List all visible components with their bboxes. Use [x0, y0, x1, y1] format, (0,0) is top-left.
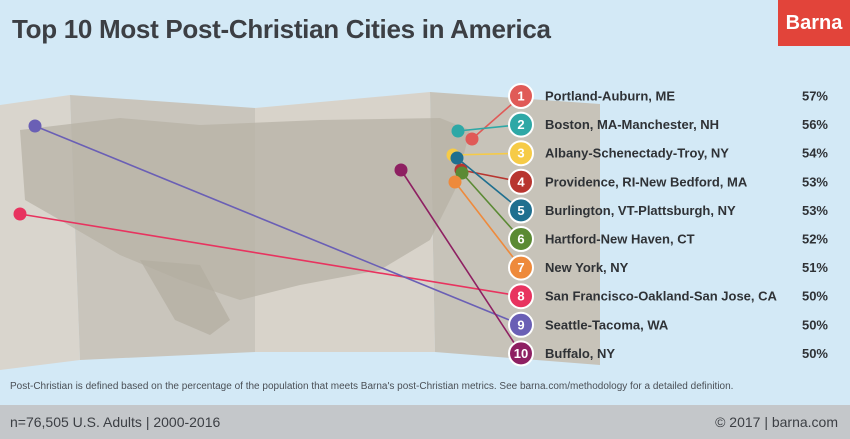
rank-number: 3	[517, 146, 524, 161]
rank-badge	[508, 111, 534, 138]
rank-number: 6	[517, 232, 524, 247]
rank-row: 2 Boston, MA-Manchester, NH 56%	[508, 111, 828, 138]
rank-number: 8	[517, 289, 524, 304]
rank-badge	[508, 83, 534, 109]
connector-line	[454, 181, 522, 269]
rank-row: 8 San Francisco-Oakland-San Jose, CA 50%	[508, 283, 828, 310]
city-label: Burlington, VT-Plattsburgh, NY	[545, 203, 736, 218]
rank-number: 9	[517, 317, 524, 332]
rank-number: 2	[517, 117, 524, 132]
rank-badge	[508, 340, 534, 367]
city-dot	[465, 132, 479, 146]
rank-row: 10 Buffalo, NY 50%	[508, 340, 828, 367]
ranking-list: 1 Portland-Auburn, ME 57% 2 Boston, MA-Manch…	[508, 83, 828, 367]
percent-label: 54%	[802, 146, 828, 161]
percent-label: 57%	[802, 89, 828, 104]
connector-lines	[19, 95, 522, 354]
percent-label: 56%	[802, 117, 828, 132]
city-dot	[450, 151, 464, 165]
city-dot	[448, 175, 462, 189]
city-dot	[394, 163, 408, 177]
city-dot	[28, 119, 42, 133]
rank-number: 10	[514, 346, 528, 361]
city-label: Albany-Schenectady-Troy, NY	[545, 146, 729, 161]
city-dots	[13, 119, 479, 221]
percent-label: 52%	[802, 232, 828, 247]
connector-line	[34, 125, 522, 326]
rank-row: 3 Albany-Schenectady-Troy, NY 54%	[508, 140, 828, 167]
rank-row: 1 Portland-Auburn, ME 57%	[508, 83, 828, 109]
rank-badge	[508, 140, 534, 167]
rank-number: 1	[517, 89, 524, 104]
city-label: Seattle-Tacoma, WA	[545, 317, 669, 332]
city-label: New York, NY	[545, 260, 629, 275]
city-dot	[13, 207, 27, 221]
city-label: Boston, MA-Manchester, NH	[545, 117, 719, 132]
city-label: San Francisco-Oakland-San Jose, CA	[545, 289, 778, 304]
rank-badge	[508, 168, 534, 195]
connector-line	[400, 169, 522, 354]
percent-label: 50%	[802, 289, 828, 304]
rank-row: 6 Hartford-New Haven, CT 52%	[508, 226, 828, 252]
city-label: Portland-Auburn, ME	[545, 89, 675, 104]
connector-line	[461, 172, 522, 240]
rank-row: 5 Burlington, VT-Plattsburgh, NY 53%	[508, 197, 828, 224]
footnote: Post-Christian is defined based on the p…	[10, 381, 734, 392]
percent-label: 50%	[802, 346, 828, 361]
connector-line	[456, 157, 522, 212]
brand-logo: Barna	[778, 0, 850, 46]
copyright: © 2017 | barna.com	[715, 414, 838, 430]
rank-number: 4	[517, 174, 525, 189]
rank-row: 4 Providence, RI-New Bedford, MA 53%	[508, 168, 828, 195]
percent-label: 50%	[802, 317, 828, 332]
rank-number: 5	[517, 203, 524, 218]
sample-size: n=76,505 U.S. Adults | 2000-2016	[10, 414, 221, 430]
footer-bar: n=76,505 U.S. Adults | 2000-2016 © 2017 …	[0, 405, 850, 439]
rank-row: 7 New York, NY 51%	[508, 254, 828, 281]
city-label: Hartford-New Haven, CT	[545, 232, 695, 247]
percent-label: 51%	[802, 260, 828, 275]
rank-badge	[508, 283, 534, 310]
rank-badge	[508, 226, 534, 252]
chart-title: Top 10 Most Post-Christian Cities in Ame…	[12, 14, 551, 44]
city-dot	[451, 124, 465, 138]
connector-line	[19, 213, 522, 297]
rank-number: 7	[517, 260, 524, 275]
city-label: Buffalo, NY	[545, 346, 615, 361]
percent-label: 53%	[802, 203, 828, 218]
city-label: Providence, RI-New Bedford, MA	[545, 174, 748, 189]
rank-badge	[508, 197, 534, 224]
rank-badge	[508, 311, 534, 338]
rank-row: 9 Seattle-Tacoma, WA 50%	[508, 311, 828, 338]
city-dot	[455, 166, 469, 180]
percent-label: 53%	[802, 174, 828, 189]
rank-badge	[508, 254, 534, 281]
